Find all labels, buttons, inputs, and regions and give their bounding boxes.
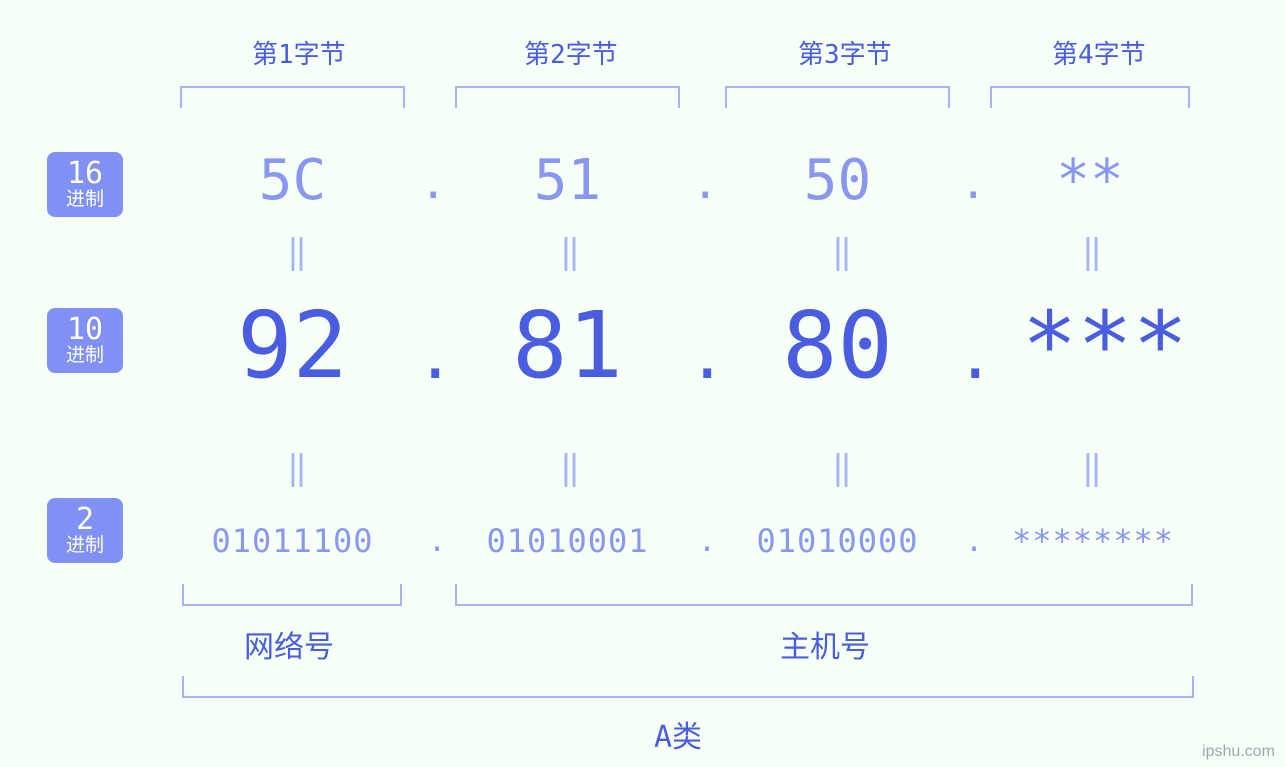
hex-dot: .: [692, 158, 719, 209]
host-bracket: [455, 584, 1193, 606]
equals-icon: ‖: [820, 232, 860, 272]
equals-icon: ‖: [1070, 232, 1110, 272]
byte-bracket-2: [455, 86, 680, 108]
hex-dot: .: [420, 158, 447, 209]
radix-badge-bin: 2 进制: [47, 498, 123, 563]
bin-byte-1: 01011100: [180, 522, 405, 560]
byte-header-1: 第1字节: [252, 34, 346, 71]
byte-header-3: 第3字节: [798, 34, 892, 71]
byte-bracket-4: [990, 86, 1190, 108]
dec-dot: .: [688, 320, 727, 394]
radix-badge-dec: 10 进制: [47, 308, 123, 373]
watermark: ipshu.com: [1202, 743, 1275, 761]
equals-icon: ‖: [275, 232, 315, 272]
bin-dot: .: [965, 524, 983, 559]
dec-dot: .: [956, 320, 995, 394]
bin-byte-4: ********: [988, 522, 1198, 560]
byte-header-2: 第2字节: [524, 34, 618, 71]
bin-byte-2: 01010001: [455, 522, 680, 560]
hex-byte-2: 51: [455, 148, 680, 213]
bin-byte-3: 01010000: [725, 522, 950, 560]
hex-dot: .: [960, 158, 987, 209]
hex-byte-1: 5C: [180, 148, 405, 213]
bin-dot: .: [428, 524, 446, 559]
dec-byte-4: ***: [990, 292, 1220, 399]
radix-number: 10: [47, 314, 123, 346]
radix-suffix: 进制: [47, 536, 123, 556]
radix-number: 2: [47, 504, 123, 536]
equals-icon: ‖: [1070, 448, 1110, 488]
equals-icon: ‖: [548, 448, 588, 488]
class-bracket: [182, 676, 1194, 698]
equals-icon: ‖: [820, 448, 860, 488]
byte-bracket-3: [725, 86, 950, 108]
radix-suffix: 进制: [47, 346, 123, 366]
hex-byte-3: 50: [725, 148, 950, 213]
radix-suffix: 进制: [47, 190, 123, 210]
host-label: 主机号: [780, 622, 870, 666]
dec-dot: .: [416, 320, 455, 394]
class-label: A类: [654, 712, 702, 756]
radix-number: 16: [47, 158, 123, 190]
dec-byte-3: 80: [725, 292, 950, 399]
network-label: 网络号: [244, 622, 334, 666]
bin-dot: .: [698, 524, 716, 559]
dec-byte-2: 81: [455, 292, 680, 399]
dec-byte-1: 92: [180, 292, 405, 399]
network-bracket: [182, 584, 402, 606]
byte-bracket-1: [180, 86, 405, 108]
equals-icon: ‖: [548, 232, 588, 272]
radix-badge-hex: 16 进制: [47, 152, 123, 217]
byte-header-4: 第4字节: [1052, 34, 1146, 71]
hex-byte-4: **: [990, 148, 1190, 213]
equals-icon: ‖: [275, 448, 315, 488]
